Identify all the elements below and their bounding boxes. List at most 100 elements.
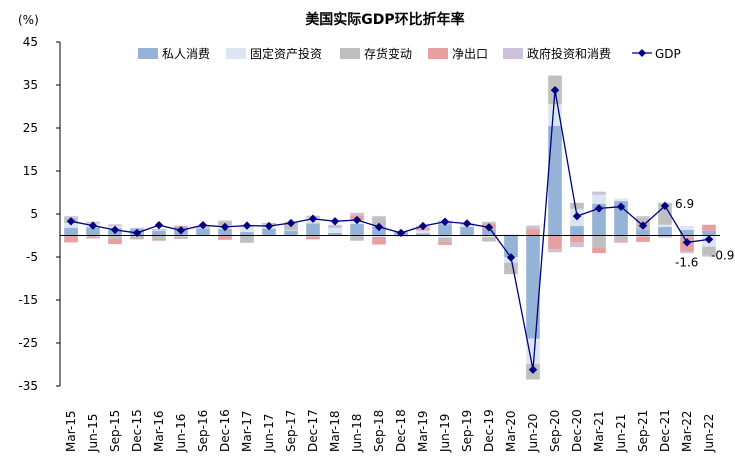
legend-label: 净出口	[452, 47, 488, 61]
x-tick-label: Dec-17	[306, 409, 320, 452]
x-tick-label: Sep-15	[108, 410, 122, 452]
x-tick-label: Jun-18	[350, 414, 364, 453]
bar-segment	[218, 229, 232, 236]
gdp-point	[682, 238, 692, 247]
bar-segment	[86, 227, 100, 236]
bar-segment	[702, 230, 716, 236]
x-tick-label: Mar-21	[592, 411, 606, 452]
bar-segment	[548, 125, 562, 236]
bar-segment	[372, 235, 386, 237]
bar-segment	[372, 216, 386, 218]
gdp-point	[330, 217, 340, 226]
bar-segment	[526, 229, 540, 236]
x-tick-label: Dec-18	[394, 409, 408, 452]
bar-segment	[570, 202, 584, 209]
gdp-point	[462, 219, 472, 228]
bar-segment	[306, 223, 320, 236]
bar-segment	[548, 249, 562, 253]
legend-label: 固定资产投资	[250, 46, 322, 61]
annotations-layer: 6.9 -1.6 -0.9	[675, 197, 734, 270]
gdp-point	[660, 201, 670, 211]
legend-label: 政府投资和消费	[527, 46, 611, 61]
bar-segment	[526, 235, 540, 339]
x-tick-label: Mar-17	[240, 411, 254, 452]
bar-segment	[570, 226, 584, 236]
bar-segment	[372, 217, 386, 227]
bar-segment	[196, 228, 210, 236]
gdp-point	[550, 85, 560, 95]
axes-layer: 45 35 25 15 5 -5 -15 -25 -35 Mar-15 Jun-15 Sep-15 De…	[18, 35, 720, 453]
y-tick-label: 15	[23, 164, 38, 178]
bar-segment	[482, 221, 496, 224]
x-tick-label: Jun-20	[526, 414, 540, 453]
bar-segment	[284, 230, 298, 236]
gdp-point	[154, 220, 164, 230]
bar-segment	[64, 235, 78, 243]
bar-segment	[240, 232, 254, 236]
bar-segment	[504, 262, 518, 275]
x-tick-label: Mar-15	[64, 411, 78, 452]
bar-segment	[438, 237, 452, 242]
gdp-point	[88, 221, 98, 230]
gdp-point	[704, 235, 714, 244]
bar-segment	[592, 235, 606, 248]
bar-segment	[240, 235, 254, 243]
x-tick-label: Dec-20	[570, 409, 584, 452]
bar-segment	[438, 241, 452, 245]
x-tick-label: Dec-19	[482, 409, 496, 452]
gdp-annotation: 6.9	[675, 197, 694, 211]
bar-segment	[152, 230, 166, 236]
bar-segment	[64, 216, 78, 218]
bar-segment	[328, 232, 342, 236]
bar-segment	[592, 247, 606, 254]
bar-segment	[64, 227, 78, 236]
y-tick-label: 35	[23, 78, 38, 92]
gdp-point	[308, 214, 318, 223]
bar-segment	[702, 246, 716, 256]
legend-swatch	[340, 48, 360, 59]
bar-segment	[460, 226, 474, 236]
y-tick-label: 45	[23, 35, 38, 49]
legend-label: 存货变动	[364, 46, 412, 61]
gdp-point	[396, 228, 406, 238]
legend-swatch	[138, 48, 158, 59]
bar-segment	[130, 238, 144, 240]
x-tick-label: Sep-19	[460, 410, 474, 452]
bar-segment	[680, 229, 694, 236]
bar-segment	[636, 216, 650, 218]
x-tick-label: Jun-17	[262, 414, 276, 453]
bar-segment	[526, 225, 540, 230]
bar-segment	[680, 226, 694, 230]
gdp-point	[198, 220, 208, 230]
bars-layer	[64, 75, 716, 380]
gdp-point	[374, 222, 384, 232]
gdp-line	[70, 90, 710, 370]
x-tick-label: Jun-15	[86, 414, 100, 453]
bar-segment	[328, 227, 342, 233]
bar-segment	[548, 235, 562, 250]
gdp-point	[506, 253, 516, 262]
gdp-point	[528, 365, 538, 374]
gdp-point	[264, 221, 274, 231]
bar-segment	[614, 235, 628, 241]
x-tick-label: Sep-16	[196, 410, 210, 452]
x-tick-label: Dec-15	[130, 409, 144, 452]
bar-segment	[438, 235, 452, 238]
bar-segment	[570, 242, 584, 248]
bar-segment	[592, 203, 606, 236]
bar-segment	[416, 230, 430, 234]
bar-segment	[218, 235, 232, 240]
bar-segment	[526, 338, 540, 365]
bar-segment	[658, 236, 672, 238]
gdp-point	[352, 215, 362, 225]
bar-segment	[350, 235, 364, 241]
legend-label: 私人消费	[162, 47, 210, 61]
bar-segment	[328, 224, 342, 227]
x-tick-label: Mar-19	[416, 411, 430, 452]
x-tick-label: Sep-20	[548, 410, 562, 452]
legend-swatch	[226, 48, 246, 59]
gdp-point	[572, 211, 582, 221]
bar-segment	[306, 236, 320, 240]
gdp-point	[616, 202, 626, 211]
